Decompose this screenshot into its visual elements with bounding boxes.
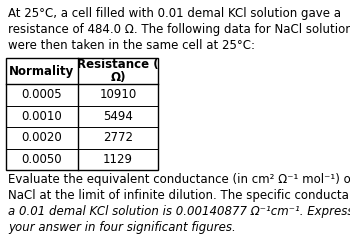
Text: 5494: 5494: [103, 110, 133, 123]
Text: Normality: Normality: [9, 64, 75, 77]
Text: Ω): Ω): [110, 71, 126, 84]
Text: NaCl at the limit of infinite dilution. The specific conductance of: NaCl at the limit of infinite dilution. …: [8, 189, 350, 202]
Bar: [6, 58, 158, 170]
Text: Resistance (: Resistance (: [77, 58, 159, 71]
Text: a 0.01 demal KCl solution is 0.00140877 Ω⁻¹cm⁻¹. Express: a 0.01 demal KCl solution is 0.00140877 …: [8, 205, 350, 218]
Text: 2772: 2772: [103, 131, 133, 144]
Text: 0.0010: 0.0010: [22, 110, 62, 123]
Text: 0.0050: 0.0050: [22, 153, 62, 166]
Text: 0.0020: 0.0020: [22, 131, 62, 144]
Text: 0.0005: 0.0005: [22, 88, 62, 101]
Text: 10910: 10910: [99, 88, 136, 101]
Text: Evaluate the equivalent conductance (in cm² Ω⁻¹ mol⁻¹) of: Evaluate the equivalent conductance (in …: [8, 173, 350, 186]
Text: 1129: 1129: [103, 153, 133, 166]
Text: At 25°C, a cell filled with 0.01 demal KCl solution gave a: At 25°C, a cell filled with 0.01 demal K…: [8, 7, 341, 20]
Text: resistance of 484.0 Ω. The following data for NaCl solutions: resistance of 484.0 Ω. The following dat…: [8, 23, 350, 36]
Text: were then taken in the same cell at 25°C:: were then taken in the same cell at 25°C…: [8, 39, 255, 52]
Text: your answer in four significant figures.: your answer in four significant figures.: [8, 221, 236, 234]
